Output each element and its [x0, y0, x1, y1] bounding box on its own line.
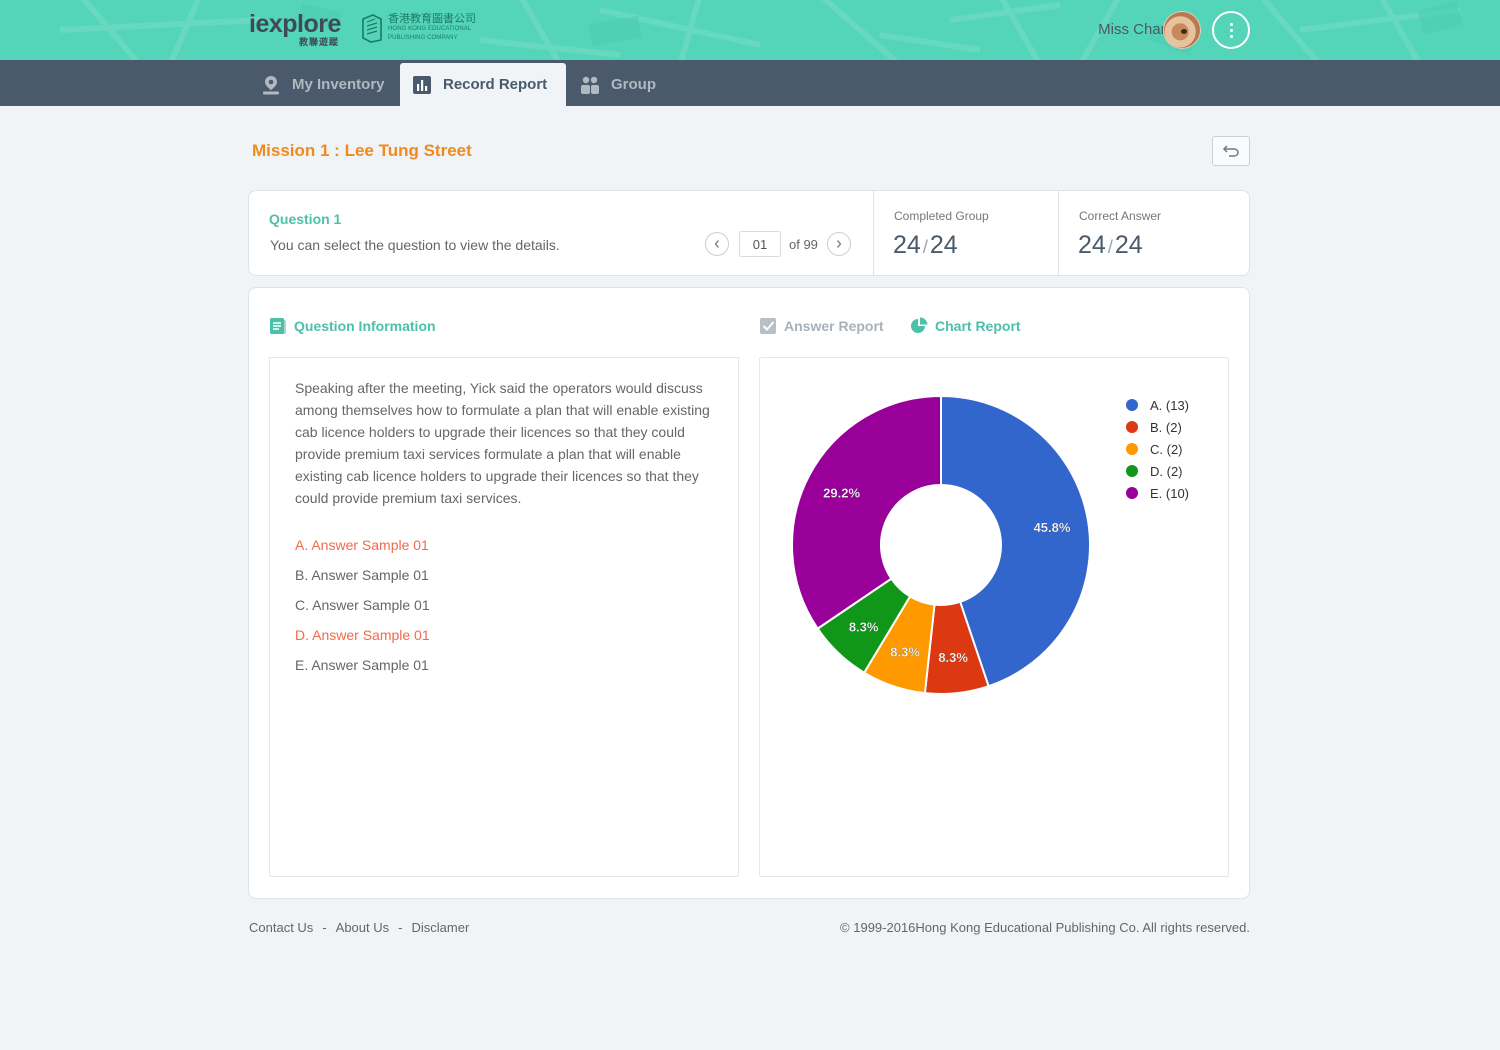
- stat-total: 24: [1114, 231, 1143, 259]
- footer-separator: -: [398, 920, 403, 935]
- question-information-heading: Question Information: [269, 317, 436, 335]
- stat-count: 24: [1078, 231, 1106, 259]
- answer-option-c: C. Answer Sample 01: [295, 597, 430, 613]
- answer-list: A. Answer Sample 01 B. Answer Sample 01 …: [295, 530, 430, 680]
- dot-icon: [1229, 28, 1233, 32]
- publisher-name-en-1: HONG KONG EDUCATIONAL: [388, 26, 472, 32]
- chart-box: 45.8% 8.3% 8.3% 8.3% 29.2% A. (13) B. (2) C. (2…: [759, 357, 1229, 877]
- question-label: Question 1: [269, 211, 342, 227]
- chart-report-tab[interactable]: Chart Report: [910, 317, 1021, 335]
- legend-marker: [1126, 399, 1138, 411]
- document-icon: [270, 318, 286, 334]
- section-label: Chart Report: [935, 318, 1021, 334]
- dot-icon: [1229, 34, 1233, 38]
- stat-value: 24/24: [893, 231, 958, 259]
- question-info-box: Speaking after the meeting, Yick said th…: [269, 357, 739, 877]
- completed-group-stat: Completed Group 24/24: [873, 191, 1058, 275]
- publisher-name-en-2: PUBLISHING COMPANY: [388, 35, 458, 41]
- tab-label: My Inventory: [292, 76, 385, 93]
- legend-marker: [1126, 421, 1138, 433]
- undo-arrow-icon: [1222, 145, 1239, 157]
- user-name: Miss Chan: [1098, 21, 1169, 38]
- copyright-text: © 1999-2016Hong Kong Educational Publish…: [840, 920, 1250, 935]
- contact-us-link[interactable]: Contact Us: [249, 920, 314, 935]
- chevron-right-icon: [836, 240, 842, 248]
- answer-option-d: D. Answer Sample 01: [295, 627, 430, 643]
- legend-label[interactable]: A. (13): [1150, 398, 1189, 413]
- publisher-name-cn: 香港教育圖書公司: [388, 12, 476, 25]
- dot-icon: [1229, 22, 1233, 26]
- iexplore-logo[interactable]: iexplore 教聯遊蹤: [249, 10, 341, 48]
- mission-title: Mission 1 : Lee Tung Street: [252, 141, 472, 160]
- top-header: iexplore 教聯遊蹤 香港教育圖書公司 HONG KONG EDUCATI…: [0, 0, 1500, 60]
- stat-caption: Correct Answer: [1079, 209, 1162, 223]
- slice-percent-label: 45.8%: [1034, 520, 1071, 535]
- group-icon: [581, 76, 599, 94]
- donut-chart: 45.8% 8.3% 8.3% 8.3% 29.2% A. (13) B. (2) C. (2…: [791, 394, 1189, 695]
- legend-label[interactable]: C. (2): [1150, 442, 1183, 457]
- back-button[interactable]: [1212, 136, 1250, 166]
- prev-question-button[interactable]: [705, 232, 729, 256]
- stat-value: 24/24: [1078, 231, 1143, 259]
- tab-group[interactable]: Group: [580, 63, 656, 106]
- slice-percent-label: 8.3%: [938, 650, 968, 665]
- donut-slice-e[interactable]: [791, 394, 942, 631]
- slice-percent-label: 29.2%: [823, 485, 860, 500]
- report-panel: Question Information Answer Report Chart…: [248, 287, 1250, 899]
- avatar[interactable]: [1163, 11, 1201, 49]
- about-us-link[interactable]: About Us: [335, 920, 390, 935]
- stat-count: 24: [893, 231, 921, 259]
- bar-chart-icon: [413, 75, 431, 94]
- logo-text: iexplore: [249, 10, 341, 38]
- tab-my-inventory[interactable]: My Inventory: [261, 63, 385, 106]
- answer-option-b: B. Answer Sample 01: [295, 567, 429, 583]
- publisher-book-icon: [362, 14, 382, 43]
- question-description: You can select the question to view the …: [270, 237, 560, 253]
- tab-label: Group: [611, 76, 656, 93]
- answer-option-e: E. Answer Sample 01: [295, 657, 429, 673]
- next-question-button[interactable]: [826, 232, 851, 256]
- legend-marker: [1126, 465, 1138, 477]
- slice-percent-label: 8.3%: [890, 645, 920, 660]
- question-text: Speaking after the meeting, Yick said th…: [295, 380, 710, 506]
- logo-subtext: 教聯遊蹤: [299, 37, 340, 47]
- footer-links: Contact Us - About Us - Disclamer: [249, 920, 469, 935]
- question-total: of 99: [789, 236, 818, 252]
- legend-marker: [1126, 443, 1138, 455]
- stat-total: 24: [929, 231, 958, 259]
- disclaimer-link[interactable]: Disclamer: [411, 920, 470, 935]
- map-pattern-background: [59, 0, 1463, 60]
- section-label: Answer Report: [784, 318, 884, 334]
- legend-marker: [1126, 487, 1138, 499]
- question-number-input[interactable]: [739, 231, 781, 257]
- tab-label: Record Report: [443, 76, 548, 93]
- tab-record-report[interactable]: Record Report: [400, 63, 566, 106]
- legend-label[interactable]: E. (10): [1150, 486, 1189, 501]
- publisher-logo: 香港教育圖書公司 HONG KONG EDUCATIONAL PUBLISHIN…: [361, 13, 476, 43]
- question-pager: of 99: [705, 231, 851, 257]
- legend-label[interactable]: D. (2): [1150, 464, 1183, 479]
- pie-chart-icon: [911, 317, 928, 333]
- main-nav: My Inventory Record Report Group: [0, 60, 1500, 106]
- map-pin-icon: [263, 75, 279, 94]
- slice-percent-label: 8.3%: [849, 620, 879, 635]
- legend-label[interactable]: B. (2): [1150, 420, 1182, 435]
- more-menu-button[interactable]: [1212, 11, 1250, 49]
- section-label: Question Information: [294, 318, 436, 334]
- footer-separator: -: [322, 920, 327, 935]
- answer-option-a: A. Answer Sample 01: [295, 537, 429, 553]
- donut-slice-a[interactable]: [940, 394, 1091, 688]
- correct-answer-stat: Correct Answer 24/24: [1058, 191, 1249, 275]
- checkbox-icon: [760, 318, 776, 334]
- answer-report-tab[interactable]: Answer Report: [759, 317, 884, 335]
- question-panel: Question 1 You can select the question t…: [248, 190, 1250, 276]
- stat-caption: Completed Group: [894, 209, 989, 223]
- chevron-left-icon: [714, 240, 720, 248]
